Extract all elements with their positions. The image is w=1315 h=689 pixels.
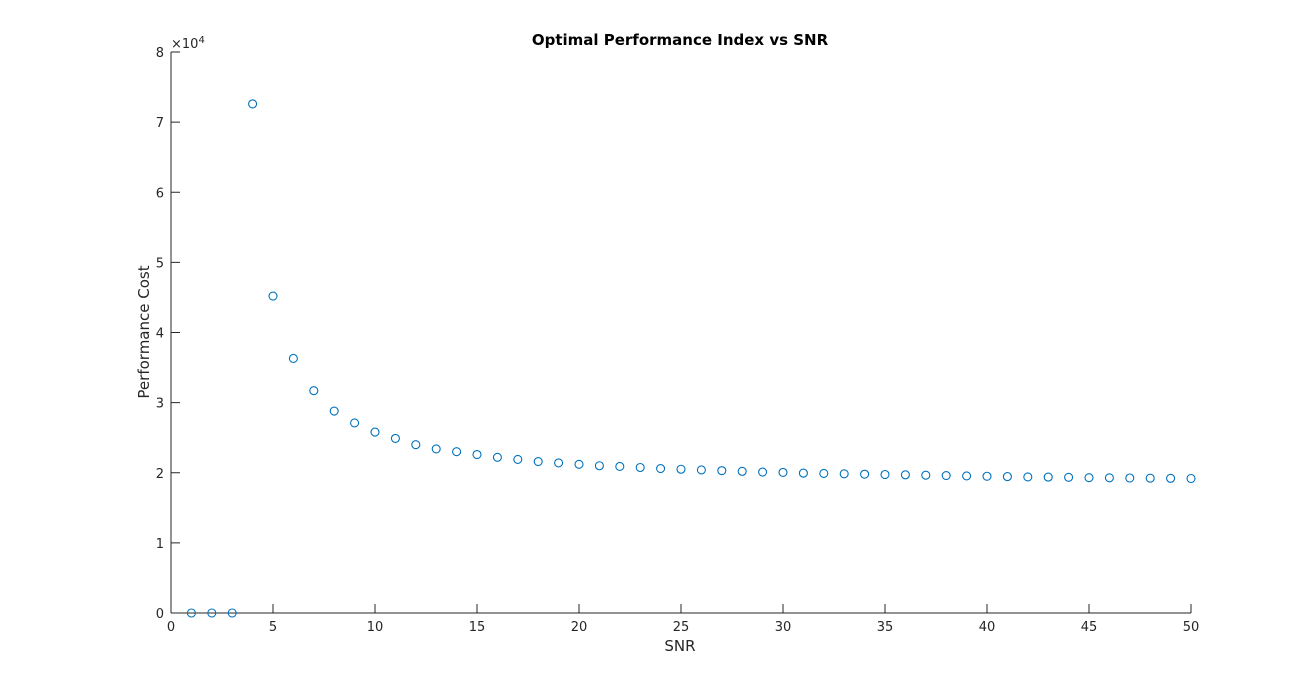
data-point (1166, 473, 1176, 483)
data-point (798, 468, 808, 478)
data-point (880, 469, 890, 480)
x-tick-label: 5 (269, 620, 277, 635)
x-tick-label: 35 (877, 620, 894, 635)
data-point (492, 452, 502, 462)
data-point (533, 456, 543, 467)
data-point (207, 608, 217, 618)
axes (170, 52, 1191, 614)
data-points (186, 99, 1196, 618)
data-point (227, 608, 237, 618)
data-point (696, 465, 706, 475)
y-axis-label: Performance Cost (135, 265, 153, 398)
x-tick-label: 15 (469, 620, 486, 635)
data-point (1186, 473, 1196, 484)
data-point (594, 461, 604, 471)
data-point (656, 463, 666, 474)
y-tick-label: 1 (156, 537, 164, 552)
x-tick-label: 50 (1183, 620, 1200, 635)
data-point (1125, 473, 1135, 483)
data-point (860, 469, 870, 479)
x-tick-label: 10 (367, 620, 384, 635)
x-tick-label: 20 (571, 620, 588, 635)
data-point (248, 99, 258, 109)
data-point (350, 418, 360, 428)
data-point (819, 468, 829, 479)
data-point (268, 291, 278, 301)
chart-title: Optimal Performance Index vs SNR (532, 31, 829, 49)
x-tick-label: 25 (673, 620, 690, 635)
data-point (309, 386, 319, 396)
data-point (839, 469, 849, 479)
data-point (574, 459, 584, 469)
x-tick-label: 45 (1081, 620, 1098, 635)
data-point (554, 458, 564, 468)
y-axis-exponent-power: 4 (198, 35, 204, 46)
data-point (941, 471, 951, 481)
data-point (962, 471, 972, 481)
data-point (676, 464, 686, 474)
x-axis-ticks: 0 5 10 15 20 25 30 35 40 45 50 (167, 604, 1199, 635)
data-point (472, 449, 482, 460)
data-point (370, 427, 380, 437)
data-point (921, 470, 931, 480)
data-point (1002, 472, 1012, 482)
y-tick-label: 2 (156, 467, 164, 482)
data-point (1104, 473, 1114, 483)
data-point (452, 447, 462, 457)
y-tick-label: 0 (156, 607, 164, 622)
x-tick-label: 40 (979, 620, 996, 635)
data-point (411, 440, 421, 450)
y-axis-ticks: 0 1 2 3 4 5 6 7 8 (156, 46, 180, 622)
data-point (1145, 473, 1155, 483)
data-point (186, 608, 196, 618)
data-point (1084, 473, 1094, 483)
data-point (1043, 472, 1053, 482)
data-point (900, 470, 910, 480)
data-point (737, 466, 747, 476)
data-point (1064, 472, 1074, 482)
data-point (431, 444, 441, 454)
data-point (758, 467, 768, 477)
data-point (717, 466, 727, 476)
data-point (982, 471, 992, 481)
data-point (390, 433, 400, 443)
data-point (288, 353, 298, 363)
y-tick-label: 8 (156, 46, 164, 61)
y-tick-label: 5 (156, 256, 164, 271)
y-axis-exponent: ×104 (171, 35, 205, 52)
y-tick-label: 6 (156, 186, 164, 201)
data-point (615, 461, 625, 471)
x-tick-label: 30 (775, 620, 792, 635)
data-point (1023, 472, 1033, 482)
y-tick-label: 4 (156, 327, 164, 342)
y-tick-label: 3 (156, 397, 164, 412)
x-axis-label: SNR (664, 637, 695, 655)
y-tick-label: 7 (156, 116, 164, 131)
data-point (778, 467, 788, 477)
data-point (329, 406, 339, 416)
data-point (513, 454, 523, 464)
y-axis-exponent-base: ×10 (171, 37, 198, 52)
x-tick-label: 0 (167, 620, 175, 635)
data-point (635, 462, 645, 473)
